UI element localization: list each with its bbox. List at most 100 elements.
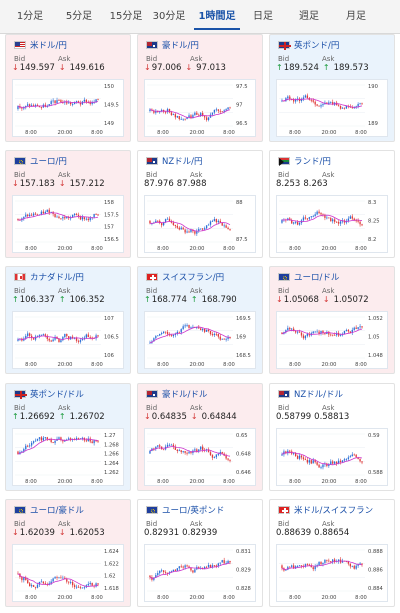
tab-7[interactable]: 週足 — [299, 11, 319, 22]
currency-card[interactable]: カナダドル/円 Bid Ask ↑106.337 ↑ 106.352 107 106.5 106… — [5, 266, 131, 374]
currency-card[interactable]: 米ドル/円 Bid Ask ↓149.597 ↓ 149.616 150 149.5 149 8:… — [5, 34, 131, 142]
currency-pair-name[interactable]: ユーロ/円 — [30, 157, 67, 167]
currency-pair-name[interactable]: 豪ドル/円 — [162, 41, 199, 51]
currency-card[interactable]: 豪ドル/円 Bid Ask ↓97.006 ↓ 97.013 97.5 97 96.5 8:00 2… — [137, 34, 263, 142]
currency-pair-name[interactable]: NZドル/ドル — [294, 390, 344, 400]
currency-card[interactable]: 豪ドル/ドル Bid Ask ↓0.64835 ↓ 0.64844 0.65 0.648 0.6… — [137, 383, 263, 491]
currency-pair-name[interactable]: 米ドル/スイスフラン — [294, 506, 374, 516]
currency-pair-name[interactable]: ユーロ/英ポンド — [162, 506, 225, 516]
candle-body — [211, 455, 214, 458]
card-title[interactable]: 豪ドル/円 — [146, 38, 199, 52]
card-title[interactable]: ユーロ/豪ドル — [14, 503, 84, 517]
tab-3[interactable]: 15分足 — [109, 11, 143, 22]
currency-card[interactable]: NZドル/円 Bid Ask 87.976 87.988 88 87.5 8:00 20:00 8… — [137, 150, 263, 258]
currency-pair-name[interactable]: ユーロ/ドル — [294, 273, 340, 283]
currency-pair-name[interactable]: 米ドル/円 — [30, 41, 67, 51]
mini-candlestick-chart[interactable]: 1.624 1.622 1.62 1.618 8:00 20:00 8:00 — [12, 544, 124, 602]
mini-candlestick-chart[interactable]: 158 157.5 157 156.5 8:00 20:00 8:00 — [12, 195, 124, 253]
candle-body — [190, 327, 192, 329]
candle-body — [223, 560, 225, 564]
candle-body — [23, 577, 25, 581]
candle-body — [174, 569, 177, 571]
mini-candlestick-chart[interactable]: 169.5 169 168.5 8:00 20:00 8:00 — [144, 311, 256, 369]
y-tick-label: 88 — [236, 200, 243, 206]
mini-candlestick-chart[interactable]: 190 189 8:00 20:00 8:00 — [276, 79, 388, 137]
candle-body — [357, 457, 359, 460]
candle-body — [293, 565, 295, 569]
mini-candlestick-chart[interactable]: 88 87.5 8:00 20:00 8:00 — [144, 195, 256, 253]
currency-pair-name[interactable]: 豪ドル/ドル — [162, 390, 208, 400]
ask-price: 87.988 — [176, 179, 207, 189]
card-title[interactable]: 米ドル/スイスフラン — [278, 503, 373, 517]
ask-price: 1.62053 — [69, 528, 105, 538]
mini-candlestick-chart[interactable]: 0.65 0.648 0.646 8:00 20:00 8:00 — [144, 428, 256, 486]
mini-candlestick-chart[interactable]: 0.831 0.829 0.828 8:00 20:00 8:00 — [144, 544, 256, 602]
card-title[interactable]: ユーロ/円 — [14, 154, 67, 168]
card-title[interactable]: スイスフラン/円 — [146, 270, 224, 284]
mini-candlestick-chart[interactable]: 107 106.5 106 8:00 20:00 8:00 — [12, 311, 124, 369]
mini-candlestick-chart[interactable]: 150 149.5 149 8:00 20:00 8:00 — [12, 79, 124, 137]
card-title[interactable]: ユーロ/英ポンド — [146, 503, 224, 517]
card-title[interactable]: 英ポンド/ドル — [14, 387, 84, 401]
candle-body — [312, 100, 314, 102]
card-title[interactable]: 英ポンド/円 — [278, 38, 339, 52]
tab-8[interactable]: 月足 — [346, 11, 366, 22]
candle-body — [180, 329, 182, 333]
candle-body — [40, 437, 43, 441]
currency-pair-name[interactable]: スイスフラン/円 — [162, 273, 225, 283]
mini-candlestick-chart[interactable]: 0.59 0.588 8:00 20:00 8:00 — [276, 428, 388, 486]
currency-card[interactable]: 英ポンド/円 Bid Ask ↑189.524 ↑ 189.573 190 189 8:00 20… — [269, 34, 395, 142]
currency-card[interactable]: ユーロ/英ポンド Bid Ask 0.82931 0.82939 0.831 0.829 0.… — [137, 499, 263, 607]
bid-label: Bid — [146, 171, 158, 179]
currency-card[interactable]: スイスフラン/円 Bid Ask ↑168.774 ↑ 168.790 169.5 169 16… — [137, 266, 263, 374]
candle-body — [207, 565, 210, 567]
currency-pair-name[interactable]: ユーロ/豪ドル — [30, 506, 84, 516]
x-tick-label: 8:00 — [25, 130, 37, 136]
x-tick-label: 20:00 — [190, 130, 205, 136]
currency-card[interactable]: ユーロ/円 Bid Ask ↓157.183 ↓ 157.212 158 157.5 157 15… — [5, 150, 131, 258]
card-title[interactable]: ランド/円 — [278, 154, 331, 168]
tab-5[interactable]: 1時間足 — [194, 4, 240, 30]
currency-pair-name[interactable]: ランド/円 — [294, 157, 331, 167]
currency-card[interactable]: 米ドル/スイスフラン Bid Ask 0.88639 0.88654 0.888 0.886… — [269, 499, 395, 607]
currency-card[interactable]: ユーロ/ドル Bid Ask ↓1.05068 ↓ 1.05072 1.052 1.05 1.0… — [269, 266, 395, 374]
card-title[interactable]: NZドル/円 — [146, 154, 203, 168]
card-title[interactable]: カナダドル/円 — [14, 270, 84, 284]
candle-body — [79, 587, 82, 589]
candle-body — [308, 217, 310, 219]
moving-average-line — [17, 438, 99, 455]
currency-card[interactable]: 英ポンド/ドル Bid Ask ↑1.26692 ↑ 1.26702 1.27 1.268 1.… — [5, 383, 131, 491]
currency-pair-name[interactable]: カナダドル/円 — [30, 273, 84, 283]
candle-body — [97, 335, 99, 337]
tab-1[interactable]: 1分足 — [16, 11, 44, 22]
currency-pair-name[interactable]: 英ポンド/ドル — [30, 390, 84, 400]
candle-body — [289, 566, 291, 568]
card-title[interactable]: ユーロ/ドル — [278, 270, 339, 284]
candle-body — [157, 573, 159, 576]
mini-candlestick-chart[interactable]: 8.3 8.25 8.2 8:00 20:00 8:00 — [276, 195, 388, 253]
candle-body — [30, 105, 33, 107]
candle-body — [17, 451, 19, 455]
candle-body — [337, 559, 340, 562]
mini-candlestick-chart[interactable]: 1.27 1.268 1.266 1.264 1.262 8:00 20:00 8:00 — [12, 428, 124, 486]
currency-card[interactable]: ランド/円 Bid Ask 8.253 8.263 8.3 8.25 8.2 8:00 20:00… — [269, 150, 395, 258]
x-tick-label: 20:00 — [322, 595, 337, 601]
tab-4[interactable]: 30分足 — [152, 11, 186, 22]
card-title[interactable]: 米ドル/円 — [14, 38, 67, 52]
mini-candlestick-chart[interactable]: 1.052 1.05 1.048 8:00 20:00 8:00 — [276, 311, 388, 369]
tab-6[interactable]: 日足 — [253, 11, 273, 22]
candle-body — [355, 106, 357, 108]
y-tick-label: 0.588 — [368, 470, 383, 476]
candle-body — [289, 450, 291, 452]
mini-candlestick-chart[interactable]: 97.5 97 96.5 8:00 20:00 8:00 — [144, 79, 256, 137]
mini-candlestick-chart[interactable]: 0.888 0.886 0.884 8:00 20:00 8:00 — [276, 544, 388, 602]
currency-card[interactable]: NZドル/ドル Bid Ask 0.58799 0.58813 0.59 0.588 8:00… — [269, 383, 395, 491]
card-title[interactable]: 豪ドル/ドル — [146, 387, 207, 401]
currency-pair-name[interactable]: 英ポンド/円 — [294, 41, 340, 51]
arrow-down-icon: ↓ — [276, 295, 283, 304]
currency-card[interactable]: ユーロ/豪ドル Bid Ask ↓1.62039 ↓ 1.62053 1.624 1.622 1… — [5, 499, 131, 607]
currency-pair-name[interactable]: NZドル/円 — [162, 157, 203, 167]
candle-body — [314, 101, 316, 105]
card-title[interactable]: NZドル/ドル — [278, 387, 343, 401]
tab-2[interactable]: 5分足 — [65, 11, 93, 22]
